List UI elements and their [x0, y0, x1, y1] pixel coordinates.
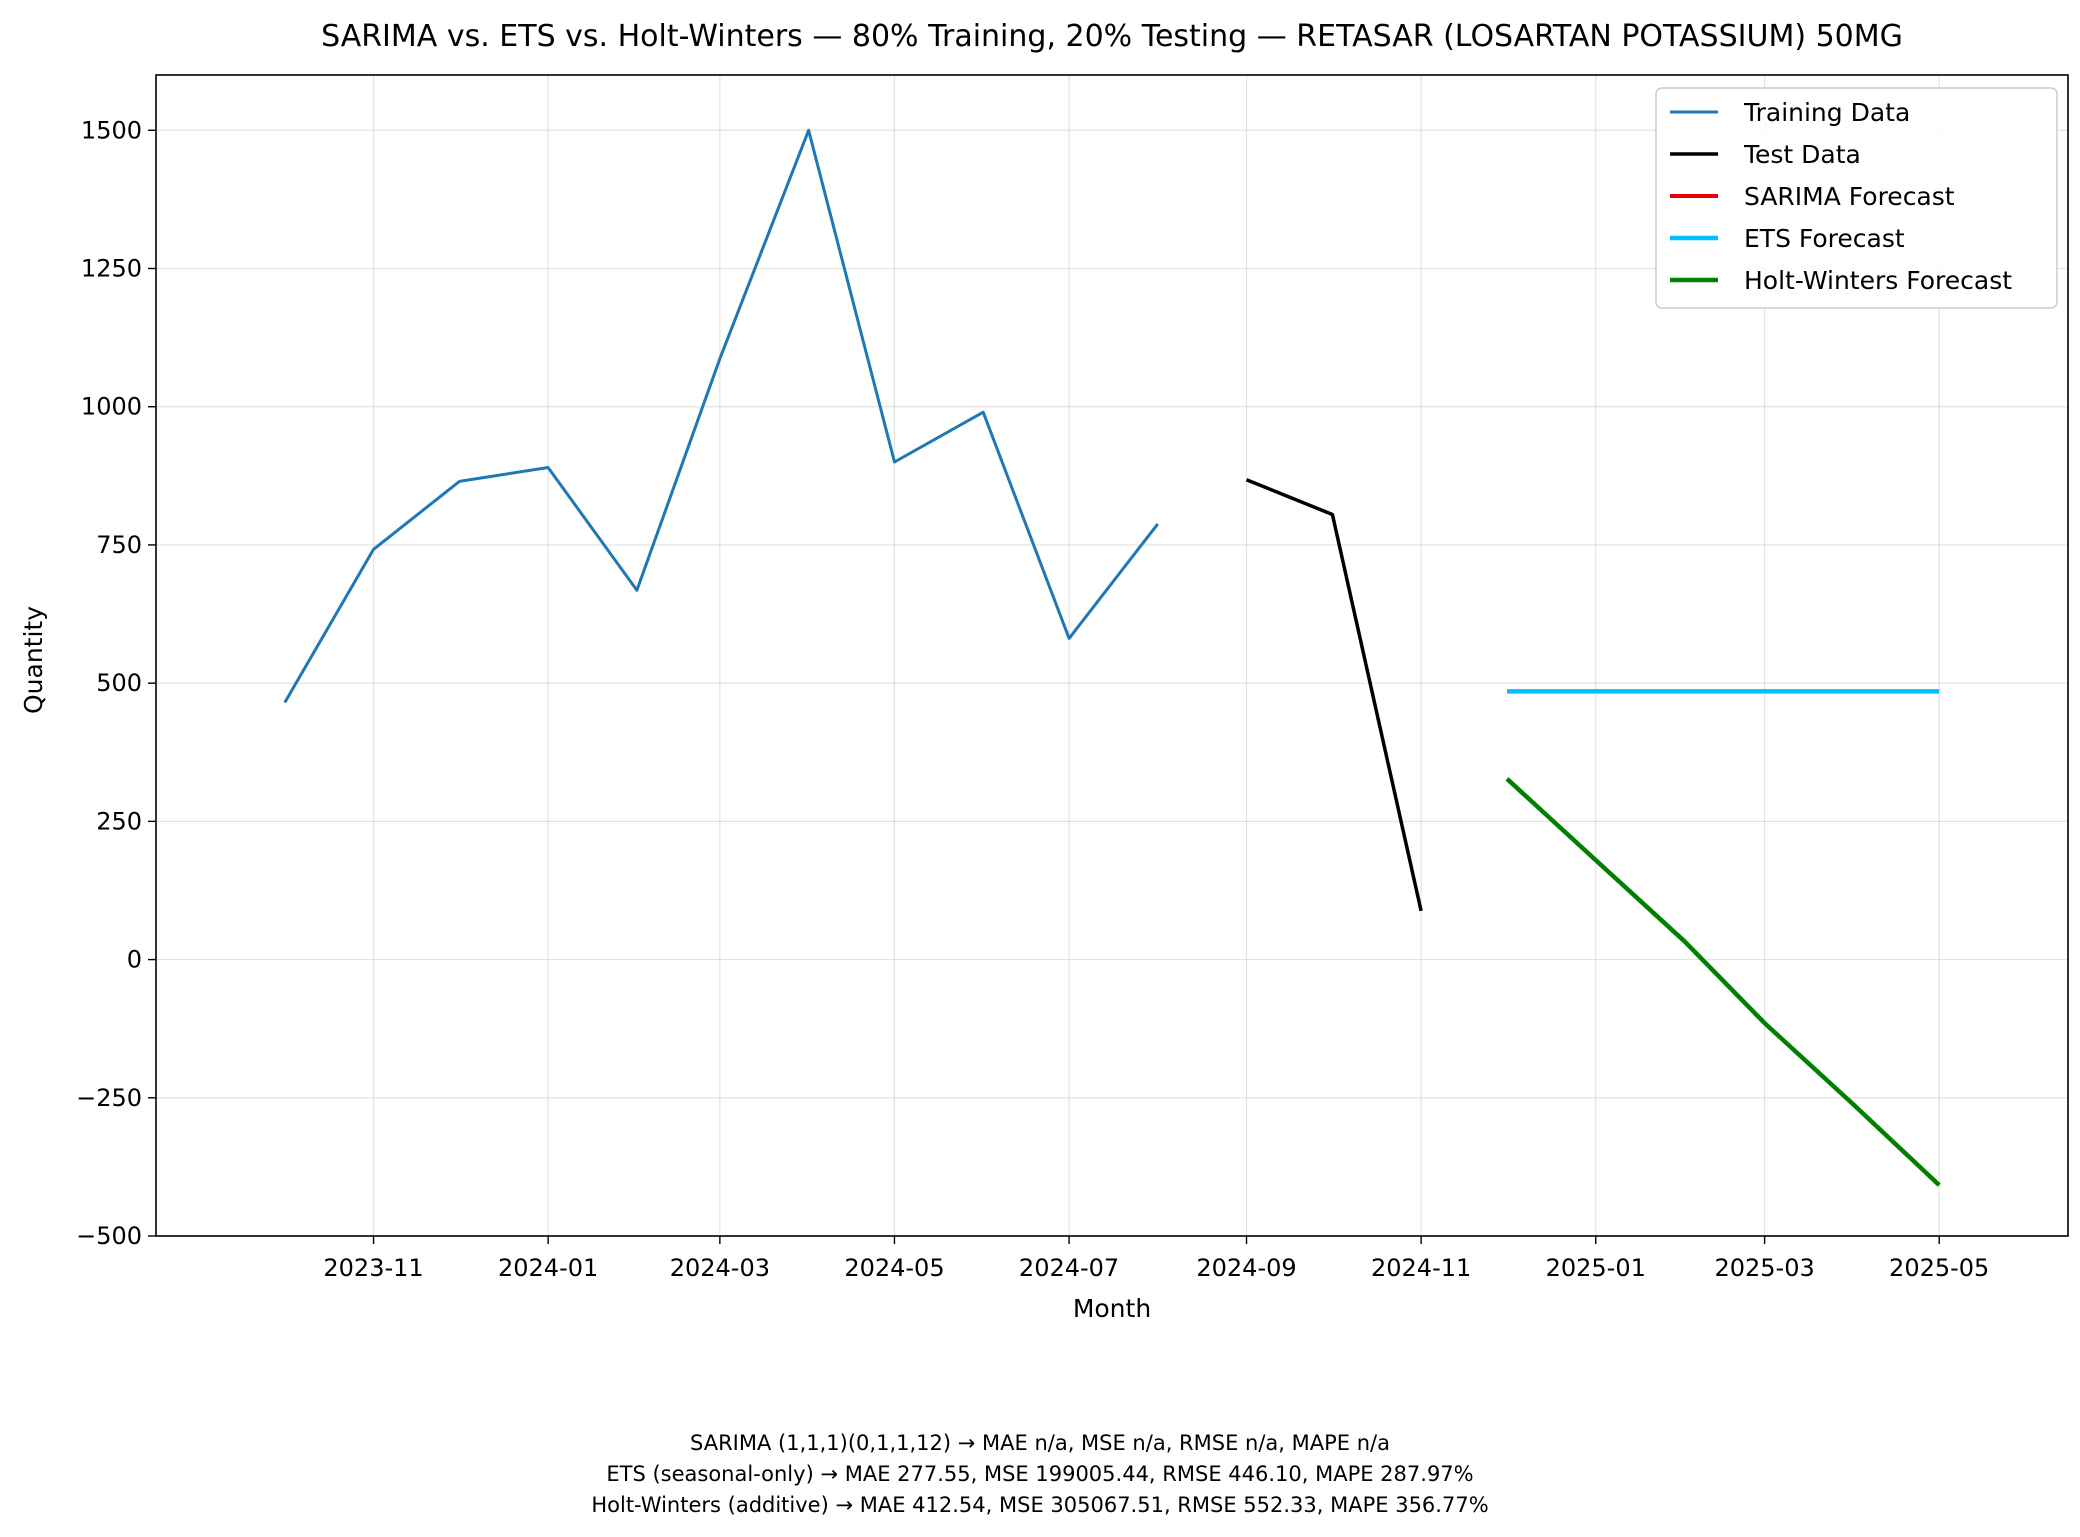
holt-winters-forecast-line [1505, 777, 1941, 1187]
y-tick-label: −500 [76, 1222, 142, 1250]
test-data-legend-label: Test Data [1743, 140, 1861, 169]
legend: Training Data Test Data SARIMA Forecast ETS… [1655, 87, 2058, 309]
x-tick-label: 2025-03 [1714, 1254, 1814, 1282]
y-tick-label: −250 [76, 1084, 142, 1112]
series-lines [283, 128, 1941, 1187]
x-tick-label: 2025-05 [1889, 1254, 1989, 1282]
chart-title: SARIMA vs. ETS vs. Holt-Winters — 80% Tr… [321, 19, 1903, 54]
sarima-forecast-legend-label: SARIMA Forecast [1744, 182, 1955, 211]
x-tick-label: 2024-05 [844, 1254, 944, 1282]
training-data-legend-label: Training Data [1743, 98, 1910, 127]
y-tick-label: 1250 [81, 255, 142, 283]
x-tick-label: 2025-01 [1546, 1254, 1646, 1282]
x-tick-label: 2024-11 [1371, 1254, 1471, 1282]
x-tick-label: 2024-07 [1019, 1254, 1119, 1282]
training-data-line [283, 128, 1159, 704]
y-tick-label: 0 [127, 946, 142, 974]
y-tick-label: 1000 [81, 393, 142, 421]
y-tick-label: 1500 [81, 116, 142, 144]
axis-ticks: 2023-11 2024-01 2024-03 2024-05 2024-07 2024-… [76, 116, 1989, 1282]
x-axis-label: Month [1073, 1294, 1151, 1323]
x-tick-label: 2023-11 [323, 1254, 423, 1282]
holt-winters-metrics: Holt-Winters (additive) → MAE 412.54, MS… [591, 1493, 1489, 1517]
plot-frame [155, 74, 2069, 1237]
x-tick-label: 2024-03 [670, 1254, 770, 1282]
ets-forecast-legend-label: ETS Forecast [1744, 224, 1905, 253]
sarima-metrics: SARIMA (1,1,1)(0,1,1,12) → MAE n/a, MSE … [690, 1431, 1390, 1455]
y-axis-label: Quantity [19, 606, 48, 714]
y-tick-label: 500 [96, 669, 142, 697]
ets-metrics: ETS (seasonal-only) → MAE 277.55, MSE 19… [606, 1462, 1474, 1486]
holt-winters-forecast-legend-label: Holt-Winters Forecast [1744, 266, 2012, 295]
test-data-line [1245, 478, 1423, 912]
y-tick-label: 750 [96, 531, 142, 559]
x-tick-label: 2024-09 [1196, 1254, 1296, 1282]
y-tick-label: 250 [96, 807, 142, 835]
legend-box [1655, 87, 2058, 309]
metrics-summary: SARIMA (1,1,1)(0,1,1,12) → MAE n/a, MSE … [0, 1428, 2080, 1521]
x-tick-label: 2024-01 [498, 1254, 598, 1282]
